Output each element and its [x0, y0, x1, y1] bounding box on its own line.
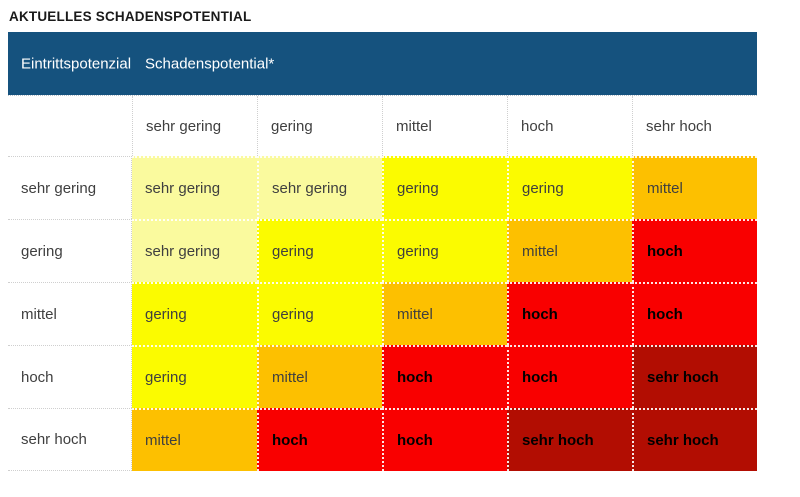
matrix-cell: hoch	[382, 408, 507, 471]
matrix-cell: sehr gering	[132, 219, 257, 282]
matrix-cell: gering	[382, 156, 507, 219]
matrix-cell: sehr gering	[257, 156, 382, 219]
matrix-cell: mittel	[132, 408, 257, 471]
risk-matrix-table: Eintrittspotenzial Schadenspotential* se…	[8, 32, 757, 471]
matrix-cell: hoch	[382, 345, 507, 408]
matrix-cell: gering	[257, 219, 382, 282]
matrix-cell: mittel	[507, 219, 632, 282]
matrix-cell: sehr gering	[132, 156, 257, 219]
matrix-cell: mittel	[632, 156, 757, 219]
column-header-mittel: mittel	[382, 96, 507, 156]
matrix-cell: mittel	[257, 345, 382, 408]
column-axis-label: Schadenspotential*	[145, 55, 275, 72]
matrix-cell: sehr hoch	[632, 345, 757, 408]
matrix-cell: hoch	[257, 408, 382, 471]
row-header-sehr-gering: sehr gering	[8, 156, 132, 219]
matrix-cell: hoch	[632, 219, 757, 282]
column-header-sehr-hoch: sehr hoch	[632, 96, 757, 156]
matrix-grid: sehr gering gering mittel hoch sehr hoch…	[8, 95, 757, 471]
column-header-hoch: hoch	[507, 96, 632, 156]
matrix-cell: gering	[257, 282, 382, 345]
matrix-cell: hoch	[507, 345, 632, 408]
row-header-sehr-hoch: sehr hoch	[8, 408, 132, 471]
row-header-mittel: mittel	[8, 282, 132, 345]
matrix-cell: gering	[132, 345, 257, 408]
row-header-hoch: hoch	[8, 345, 132, 408]
row-header-gering: gering	[8, 219, 132, 282]
page-title: AKTUELLES SCHADENSPOTENTIAL	[9, 9, 252, 24]
matrix-cell: gering	[132, 282, 257, 345]
matrix-cell: sehr hoch	[632, 408, 757, 471]
matrix-cell: gering	[382, 219, 507, 282]
matrix-cell: hoch	[632, 282, 757, 345]
table-header-bar: Eintrittspotenzial Schadenspotential*	[8, 32, 757, 95]
matrix-cell: mittel	[382, 282, 507, 345]
corner-cell	[8, 96, 132, 156]
column-header-sehr-gering: sehr gering	[132, 96, 257, 156]
matrix-cell: sehr hoch	[507, 408, 632, 471]
column-header-gering: gering	[257, 96, 382, 156]
matrix-cell: gering	[507, 156, 632, 219]
row-axis-label: Eintrittspotenzial	[21, 55, 132, 72]
matrix-cell: hoch	[507, 282, 632, 345]
